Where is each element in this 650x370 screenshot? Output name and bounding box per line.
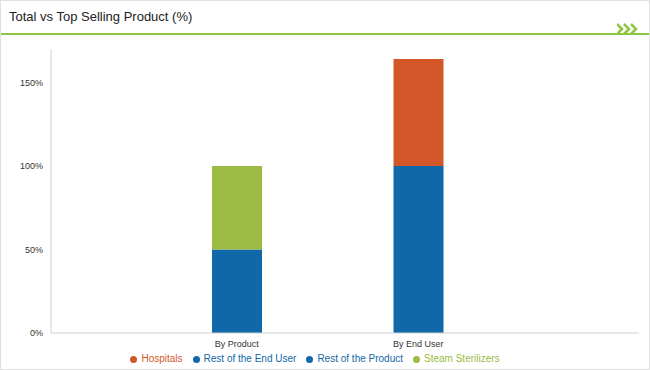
svg-text:By Product: By Product (215, 339, 260, 349)
html-text:Rest of the Product: Rest of the Product (317, 353, 403, 364)
svg-text:100%: 100% (20, 161, 43, 171)
svg-text:50%: 50% (25, 245, 43, 255)
svg-text:By End User: By End User (393, 339, 444, 349)
html-text:Rest of the End User: Rest of the End User (203, 353, 297, 364)
html-text:Steam Sterilizers: Steam Sterilizers (424, 353, 500, 364)
svg-text:0%: 0% (30, 328, 43, 338)
html-text:Hospitals: Hospitals (141, 353, 183, 364)
html-text:Total vs Top Selling Product (: Total vs Top Selling Product (%) (9, 9, 193, 24)
svg-text:150%: 150% (20, 78, 43, 88)
